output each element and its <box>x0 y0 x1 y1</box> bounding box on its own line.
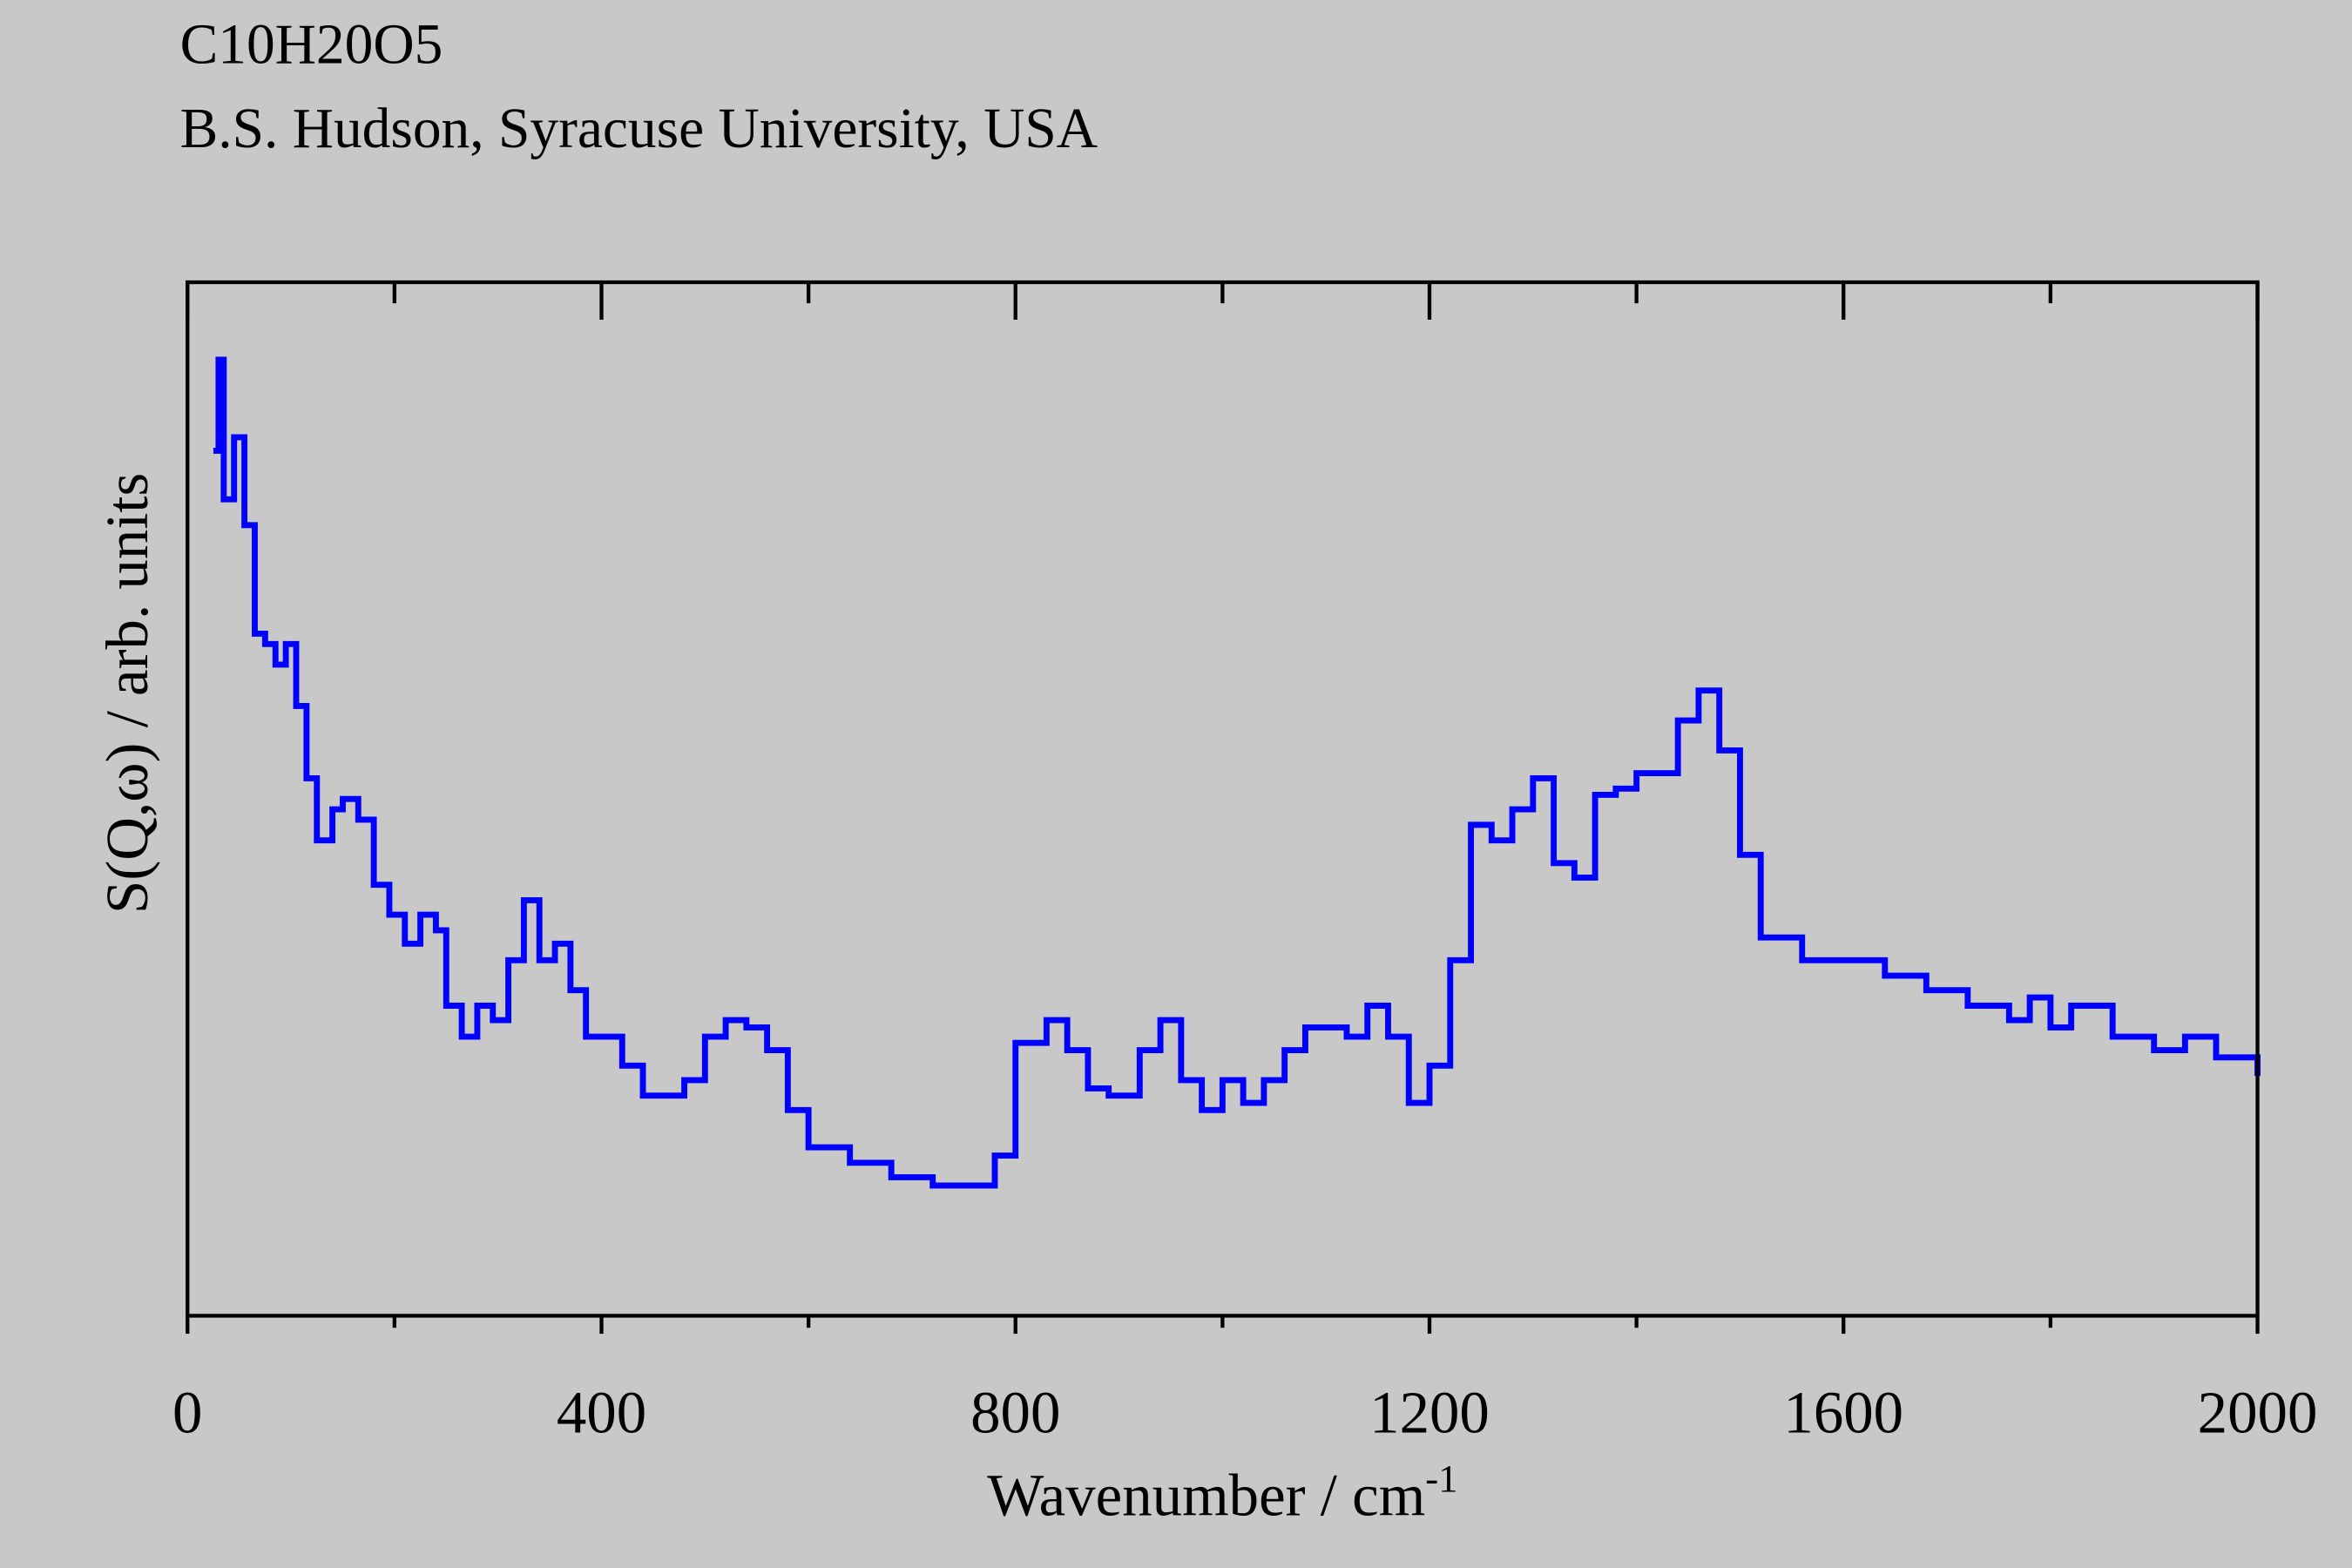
x-axis-label: Wavenumber / cm-1 <box>987 1456 1457 1529</box>
x-tick-label: 800 <box>970 1380 1060 1446</box>
y-axis-label: S(Q,ω) / arb. units <box>94 473 160 914</box>
chart-subtitle: B.S. Hudson, Syracuse University, USA <box>180 98 1098 160</box>
chart-title: C10H20O5 <box>180 14 443 77</box>
spectrum-line <box>213 356 2261 1189</box>
x-tick-label: 1200 <box>1369 1380 1490 1446</box>
x-tick-label: 0 <box>172 1380 202 1446</box>
x-tick-label: 400 <box>557 1380 646 1446</box>
x-axis-label-main: Wavenumber / cm <box>987 1462 1425 1528</box>
x-axis-label-sup: -1 <box>1425 1456 1457 1500</box>
x-tick-label: 2000 <box>2198 1380 2318 1446</box>
x-tick-label: 1600 <box>1783 1380 1903 1446</box>
